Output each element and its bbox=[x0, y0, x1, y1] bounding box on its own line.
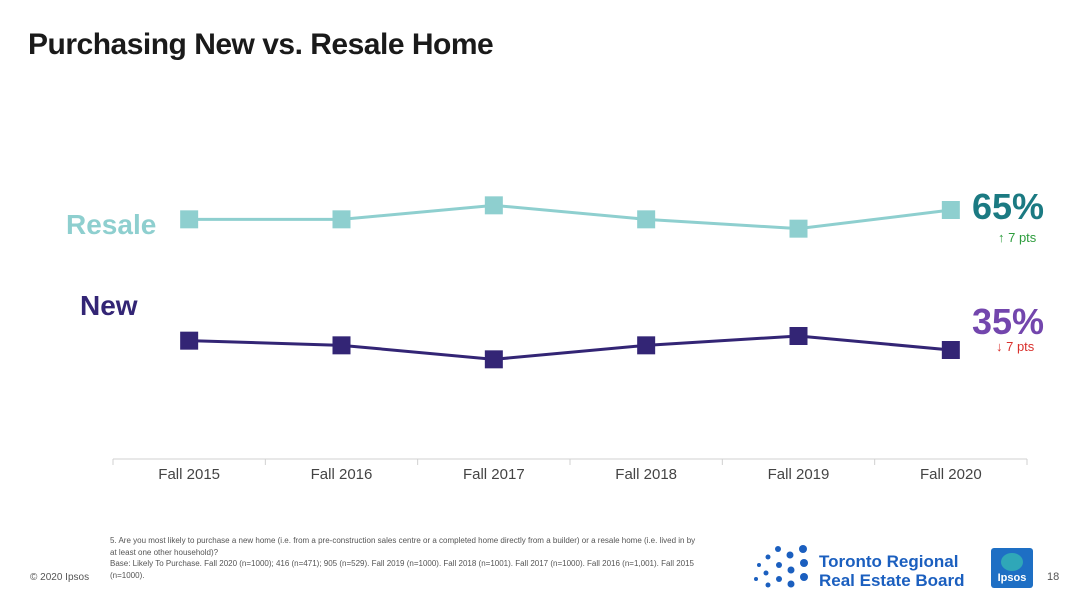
trreb-line-2: Real Estate Board bbox=[819, 571, 965, 590]
copyright: © 2020 Ipsos bbox=[30, 572, 90, 583]
trreb-dots-icon bbox=[754, 545, 808, 588]
ipsos-sphere-icon bbox=[1001, 553, 1023, 571]
data-point-resale bbox=[332, 210, 351, 229]
x-tick-label: Fall 2019 bbox=[768, 466, 830, 483]
trreb-line-1: Toronto Regional bbox=[819, 552, 959, 571]
trreb-name: Toronto Regional Real Estate Board bbox=[819, 552, 965, 590]
data-point-new bbox=[484, 350, 503, 369]
series-label-resale: Resale bbox=[66, 209, 157, 240]
page-number: 18 bbox=[1047, 571, 1060, 583]
data-point-resale bbox=[789, 219, 808, 238]
data-point-resale bbox=[637, 210, 656, 229]
data-point-resale bbox=[484, 196, 503, 215]
data-point-resale bbox=[941, 201, 960, 219]
data-point-resale bbox=[180, 210, 199, 229]
data-point-new bbox=[789, 327, 808, 345]
ipsos-logo-text: Ipsos bbox=[997, 572, 1027, 584]
footnote: 5. Are you most likely to purchase a new… bbox=[110, 535, 700, 581]
series-label-new: New bbox=[80, 290, 138, 321]
data-point-new bbox=[941, 341, 960, 359]
end-value-resale: 65% bbox=[972, 186, 1045, 227]
delta-resale: ↑ 7 pts bbox=[998, 230, 1037, 245]
data-point-new bbox=[332, 336, 351, 355]
trreb-logo: Toronto Regional Real Estate Board bbox=[752, 543, 982, 591]
x-tick-label: Fall 2015 bbox=[158, 466, 220, 483]
delta-new: ↓ 7 pts bbox=[996, 339, 1035, 354]
x-tick-label: Fall 2017 bbox=[463, 466, 525, 483]
series-line-new bbox=[189, 334, 951, 361]
x-tick-label: Fall 2018 bbox=[615, 466, 677, 483]
x-tick-label: Fall 2016 bbox=[311, 466, 373, 483]
end-value-new: 35% bbox=[972, 301, 1045, 342]
line-chart: Fall 2015 Fall 2016 Fall 2017 Fall 2018 Fall… bbox=[112, 196, 1028, 483]
footnote-question: 5. Are you most likely to purchase a new… bbox=[110, 536, 696, 557]
series-line-resale bbox=[189, 203, 952, 231]
data-point-new bbox=[180, 331, 199, 350]
ipsos-logo: Ipsos bbox=[991, 548, 1033, 588]
data-point-new bbox=[637, 336, 656, 355]
page-title: Purchasing New vs. Resale Home bbox=[28, 28, 494, 61]
footnote-base: Base: Likely To Purchase. Fall 2020 (n=1… bbox=[110, 559, 695, 580]
x-tick-label: Fall 2020 bbox=[920, 466, 982, 483]
